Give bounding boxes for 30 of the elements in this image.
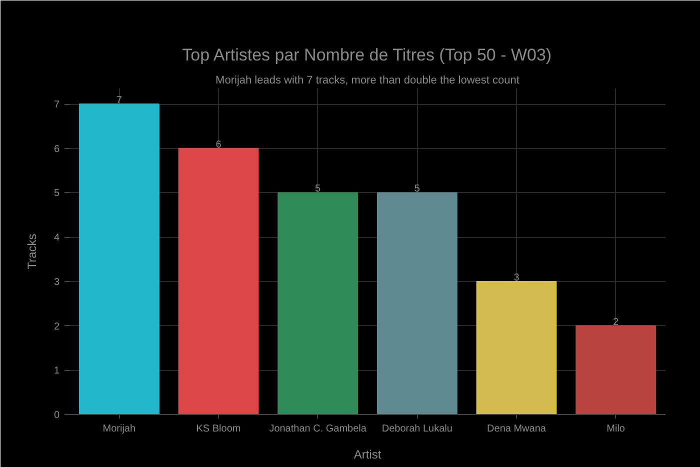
y-tick-label: 2 (54, 321, 60, 332)
bar (576, 325, 656, 414)
y-tick-label: 0 (54, 410, 60, 421)
x-tick-label: Jonathan C. Gambela (269, 424, 367, 434)
y-tick-label: 4 (54, 232, 60, 244)
x-tick-label: Deborah Lukalu (382, 424, 452, 434)
x-axis-title: Artist (354, 448, 382, 462)
data-label: 5 (315, 184, 322, 195)
y-tick-label: 5 (54, 188, 60, 200)
x-tick-label: KS Bloom (196, 424, 241, 434)
data-label: 3 (514, 272, 520, 284)
x-tick-label: Morijah (102, 424, 136, 434)
y-tick-label: 6 (54, 144, 60, 155)
data-label: 5 (414, 184, 420, 195)
bar (78, 104, 160, 414)
y-tick-label: 3 (54, 276, 60, 288)
chart-title: Top Artistes par Nombre de Titres (Top 50 - W03) (182, 46, 552, 64)
data-label: 2 (613, 316, 620, 328)
data-label: 7 (116, 95, 122, 106)
y-axis-title: Tracks (24, 234, 39, 270)
data-label: 6 (216, 139, 222, 150)
bar (178, 148, 259, 414)
bar (376, 192, 458, 414)
y-tick-label: 7 (54, 100, 60, 111)
bar (278, 192, 358, 414)
y-tick-label: 1 (54, 366, 60, 377)
x-tick-label: Dena Mwana (487, 424, 546, 434)
x-tick-label: Milo (606, 424, 626, 434)
bar (476, 280, 557, 414)
chart-subtitle: Morijah leads with 7 tracks, more than double the lowest count (216, 74, 520, 86)
